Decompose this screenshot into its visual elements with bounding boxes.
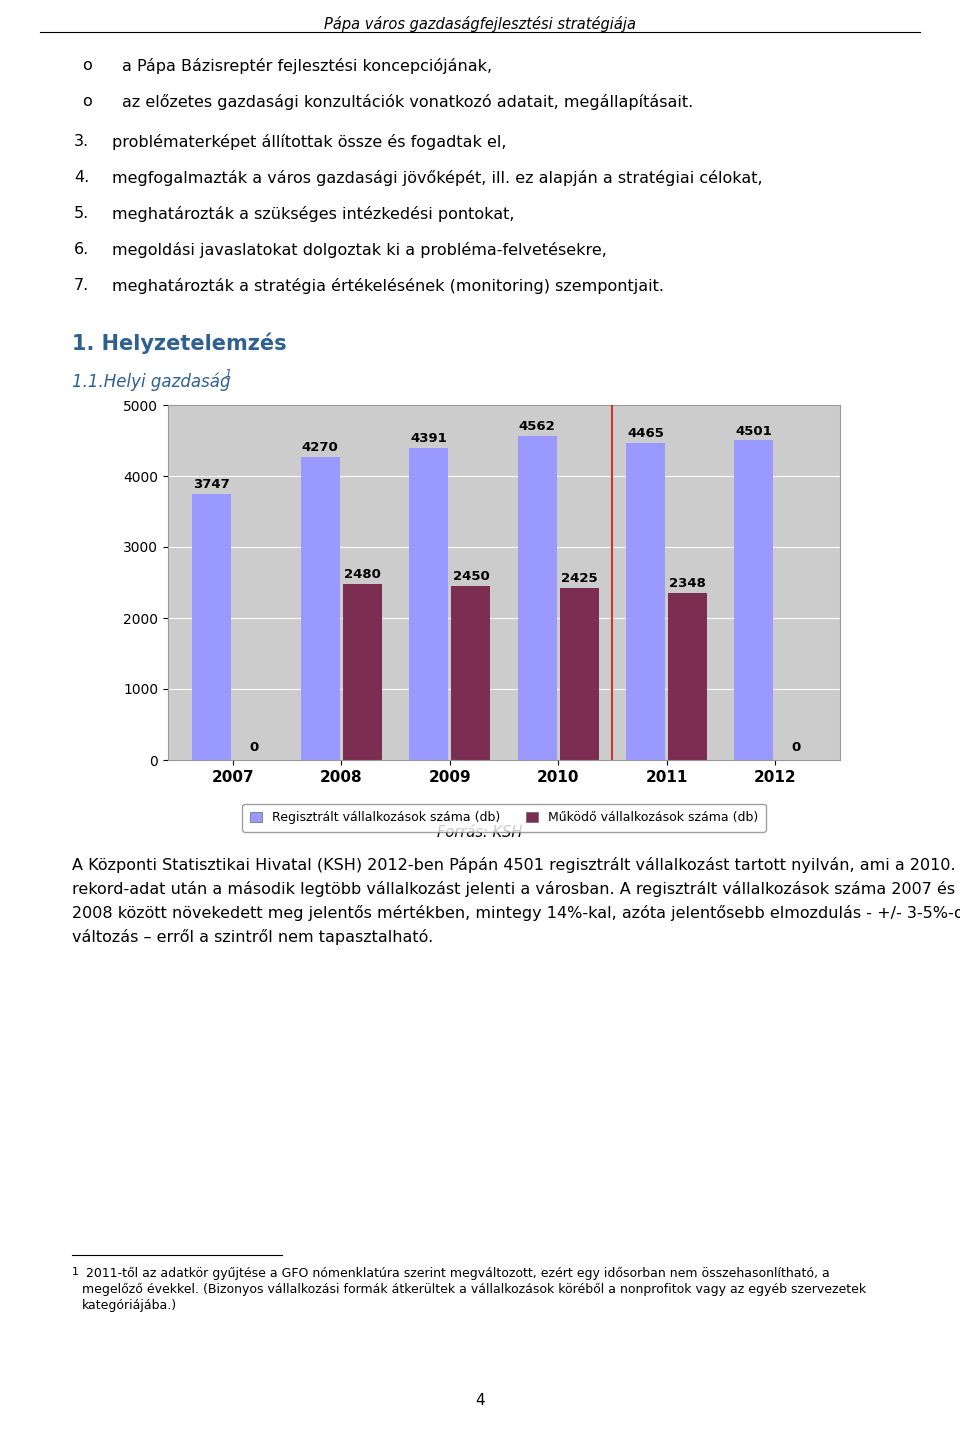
Text: 2348: 2348 <box>669 577 707 590</box>
Text: 3747: 3747 <box>194 479 230 492</box>
Bar <box>343 584 382 760</box>
Text: megoldási javaslatokat dolgoztak ki a probléma-felvetésekre,: megoldási javaslatokat dolgoztak ki a pr… <box>112 242 607 259</box>
Text: 0: 0 <box>250 742 259 755</box>
Text: 3.: 3. <box>74 134 89 149</box>
Text: 4465: 4465 <box>627 427 664 440</box>
Text: 4270: 4270 <box>301 442 339 454</box>
Text: o: o <box>82 94 92 109</box>
Text: megelőző évekkel. (Bizonyos vállalkozási formák átkerültek a vállalkozások köréb: megelőző évekkel. (Bizonyos vállalkozási… <box>82 1283 866 1296</box>
Text: Forrás: KSH: Forrás: KSH <box>438 825 522 840</box>
Text: 4.: 4. <box>74 170 89 184</box>
Legend: Regisztrált vállalkozások száma (db), Működő vállalkozások száma (db): Regisztrált vállalkozások száma (db), Mű… <box>242 805 766 832</box>
Bar <box>192 494 231 760</box>
Text: A Központi Statisztikai Hivatal (KSH) 2012-ben Pápán 4501 regisztrált vállalkozá: A Központi Statisztikai Hivatal (KSH) 20… <box>72 857 960 873</box>
Text: 1: 1 <box>224 369 231 379</box>
Text: problématerképet állítottak össze és fogadtak el,: problématerképet állítottak össze és fog… <box>112 134 507 150</box>
Text: 2011-től az adatkör gyűjtése a GFO nómenklatúra szerint megváltozott, ezért egy : 2011-től az adatkör gyűjtése a GFO nómen… <box>82 1268 829 1280</box>
Text: 5.: 5. <box>74 206 89 221</box>
Text: változás – erről a szintről nem tapasztalható.: változás – erről a szintről nem tapaszta… <box>72 929 433 945</box>
Text: rekord-adat után a második legtöbb vállalkozást jelenti a városban. A regisztrál: rekord-adat után a második legtöbb válla… <box>72 882 955 897</box>
Text: 6.: 6. <box>74 242 89 257</box>
Text: meghatározták a stratégia értékelésének (monitoring) szempontjait.: meghatározták a stratégia értékelésének … <box>112 279 664 294</box>
Bar <box>560 587 599 760</box>
Text: 1. Helyzetelemzés: 1. Helyzetelemzés <box>72 332 287 353</box>
Bar <box>409 449 448 760</box>
Text: kategóriájába.): kategóriájába.) <box>82 1299 178 1312</box>
Text: Pápa város gazdaságfejlesztési stratégiája: Pápa város gazdaságfejlesztési stratégiá… <box>324 16 636 31</box>
Text: 4391: 4391 <box>410 433 447 446</box>
Text: az előzetes gazdasági konzultációk vonatkozó adatait, megállapításait.: az előzetes gazdasági konzultációk vonat… <box>122 94 693 110</box>
Bar <box>668 593 708 760</box>
Text: 2450: 2450 <box>452 570 490 583</box>
Text: 7.: 7. <box>74 279 89 293</box>
Text: a Pápa Bázisreptér fejlesztési koncepciójának,: a Pápa Bázisreptér fejlesztési koncepció… <box>122 59 492 74</box>
Text: 4501: 4501 <box>735 424 772 437</box>
Text: o: o <box>82 59 92 73</box>
Text: 4: 4 <box>475 1393 485 1408</box>
Bar <box>300 457 340 760</box>
Bar <box>451 586 491 760</box>
Text: 0: 0 <box>791 742 801 755</box>
Text: 2425: 2425 <box>561 572 598 584</box>
Text: 2008 között növekedett meg jelentős mértékben, mintegy 14%-kal, azóta jelentőseb: 2008 között növekedett meg jelentős mért… <box>72 905 960 922</box>
Text: megfogalmazták a város gazdasági jövőképét, ill. ez alapján a stratégiai célokat: megfogalmazták a város gazdasági jövőkép… <box>112 170 762 186</box>
Bar <box>517 436 557 760</box>
Text: 4562: 4562 <box>518 420 556 433</box>
Text: 1: 1 <box>72 1268 79 1278</box>
Text: 1.1.Helyi gazdaság: 1.1.Helyi gazdaság <box>72 372 230 390</box>
Bar <box>734 440 774 760</box>
Text: meghatározták a szükséges intézkedési pontokat,: meghatározták a szükséges intézkedési po… <box>112 206 515 221</box>
Text: 2480: 2480 <box>344 569 381 582</box>
Bar <box>626 443 665 760</box>
